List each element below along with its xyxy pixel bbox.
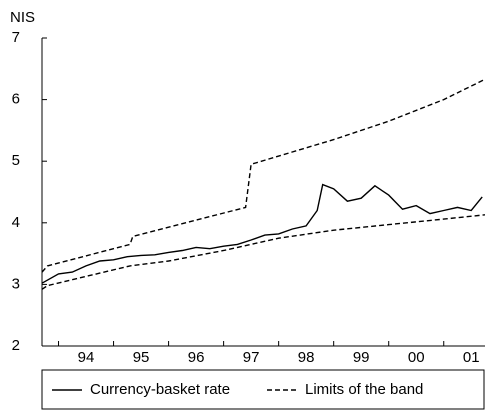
x-tick-label: 96 — [188, 349, 205, 366]
x-tick-label: 00 — [408, 349, 425, 366]
series-line — [41, 214, 485, 290]
x-tick-label: 95 — [133, 349, 150, 366]
x-tick-label: 01 — [463, 349, 480, 366]
series-line — [41, 78, 485, 273]
legend-label: Limits of the band — [305, 381, 423, 398]
x-tick-label: 98 — [298, 349, 315, 366]
y-tick-label: 3 — [12, 275, 20, 292]
legend-box — [41, 369, 485, 410]
x-tick-label: 99 — [353, 349, 370, 366]
y-tick-label: 2 — [12, 337, 20, 354]
y-axis-label: NIS — [10, 9, 35, 26]
y-tick-label: 4 — [12, 214, 20, 231]
y-tick-label: 5 — [12, 152, 20, 169]
x-tick-label: 94 — [78, 349, 95, 366]
x-tick-label: 97 — [243, 349, 260, 366]
y-tick-label: 7 — [12, 29, 20, 46]
series-line — [41, 183, 483, 284]
y-tick-label: 6 — [12, 91, 20, 108]
legend-label: Currency-basket rate — [90, 381, 230, 398]
